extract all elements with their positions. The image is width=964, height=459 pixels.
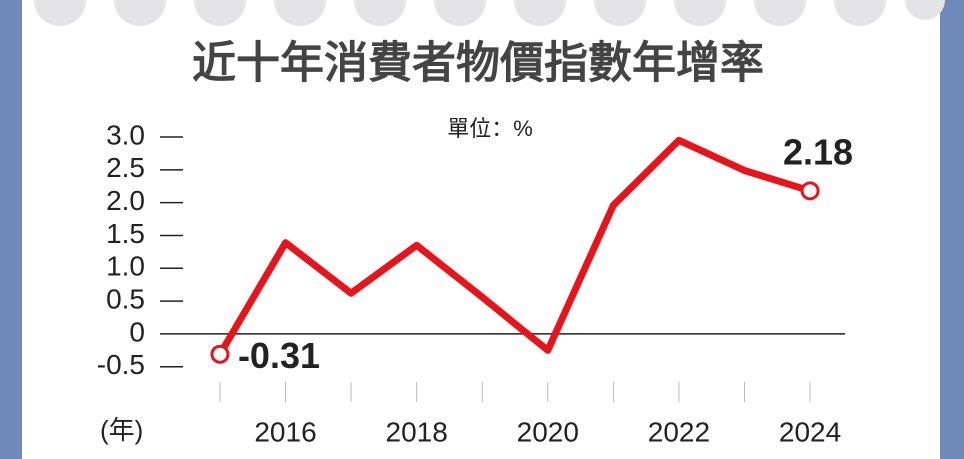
y-tick-label: 3.0 [106,119,145,150]
chart-title: 近十年消費者物價指數年增率 [192,39,764,88]
top-scallops [34,0,945,26]
line [216,136,812,357]
y-tick-label: 2.0 [106,185,145,216]
x-tick-label: 2022 [648,416,710,447]
y-tick-label: -0.5 [97,349,145,380]
y-tick-label: 0.5 [106,283,145,314]
side-band [940,0,964,459]
unit-label: 單位：% [447,116,533,141]
x-tick-label: 2020 [517,416,579,447]
y-tick-label: 0 [129,316,145,347]
end-point [210,344,230,364]
x-tick-label: 2016 [254,416,316,447]
y-tick-label: 2.5 [106,152,145,183]
x-tick-label: 2024 [779,416,841,447]
y-tick-label: 1.0 [106,251,145,282]
end-point [800,181,820,201]
data-label: 2.18 [783,131,853,172]
x-tick-label: 2018 [386,416,448,447]
side-band [0,0,22,459]
data-label: -0.31 [238,335,320,376]
x-axis-label: (年) [100,415,143,445]
y-tick-label: 1.5 [106,218,145,249]
